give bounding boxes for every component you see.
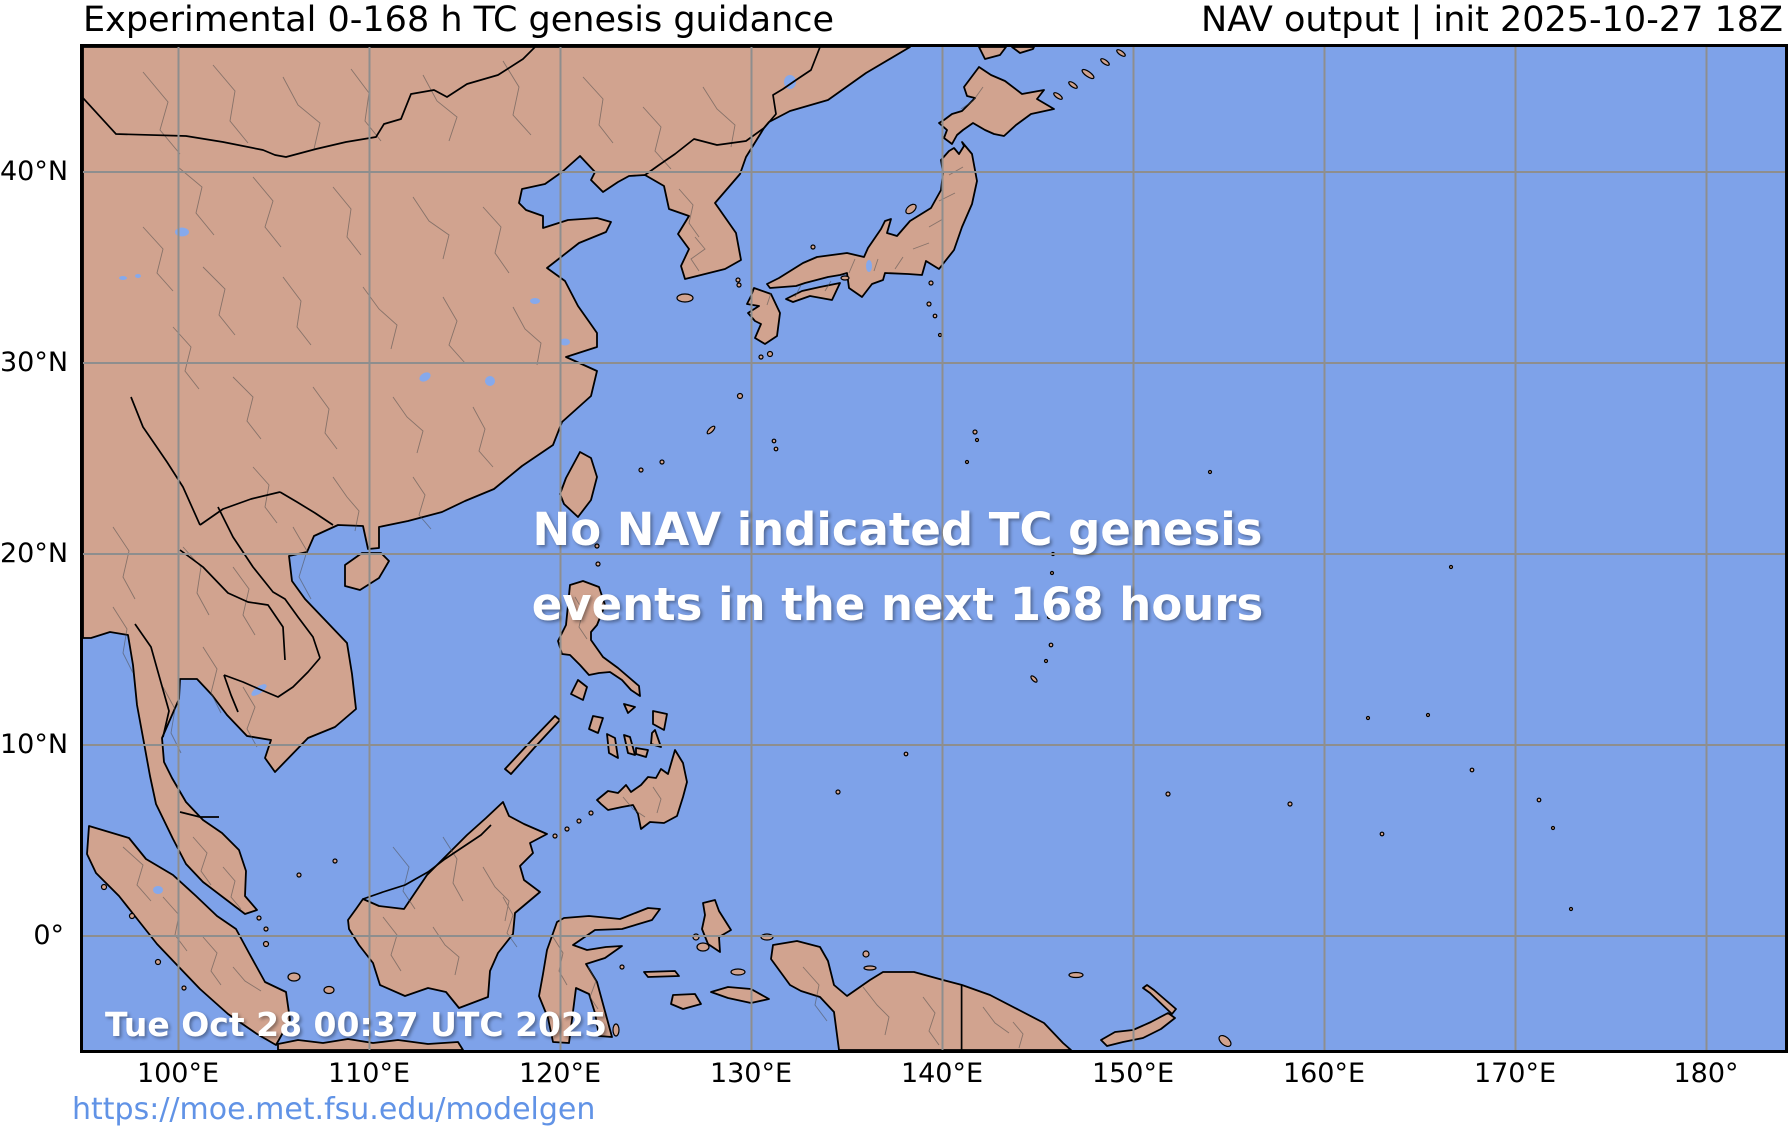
x-tick-100e: 100°E <box>136 1058 220 1089</box>
y-tick-40n: 40°N <box>0 156 69 187</box>
y-tick-20n: 20°N <box>0 538 69 569</box>
x-tick-160e: 160°E <box>1282 1058 1366 1089</box>
grid-layer <box>83 47 1785 1050</box>
x-tick-170e: 170°E <box>1473 1058 1557 1089</box>
y-tick-10n: 10°N <box>0 729 69 760</box>
map-area: No NAV indicated TC genesis events in th… <box>80 44 1788 1053</box>
country-borders-layer <box>83 47 963 1050</box>
source-link[interactable]: https://moe.met.fsu.edu/modelgen <box>72 1092 596 1127</box>
model-init-label: NAV output | init 2025-10-27 18Z <box>1201 0 1783 40</box>
figure-title: Experimental 0-168 h TC genesis guidance <box>83 0 835 40</box>
x-tick-130e: 130°E <box>709 1058 793 1089</box>
x-tick-150e: 150°E <box>1091 1058 1175 1089</box>
x-tick-180: 180° <box>1673 1058 1739 1089</box>
y-tick-0: 0° <box>33 920 64 951</box>
x-tick-120e: 120°E <box>518 1058 602 1089</box>
small-islands-layer <box>100 49 1574 1048</box>
y-tick-30n: 30°N <box>0 347 69 378</box>
timestamp-label: Tue Oct 28 00:37 UTC 2025 <box>105 1005 607 1044</box>
map-canvas <box>83 47 1785 1050</box>
x-tick-110e: 110°E <box>327 1058 411 1089</box>
land-layer <box>83 47 1177 1050</box>
x-tick-140e: 140°E <box>900 1058 984 1089</box>
